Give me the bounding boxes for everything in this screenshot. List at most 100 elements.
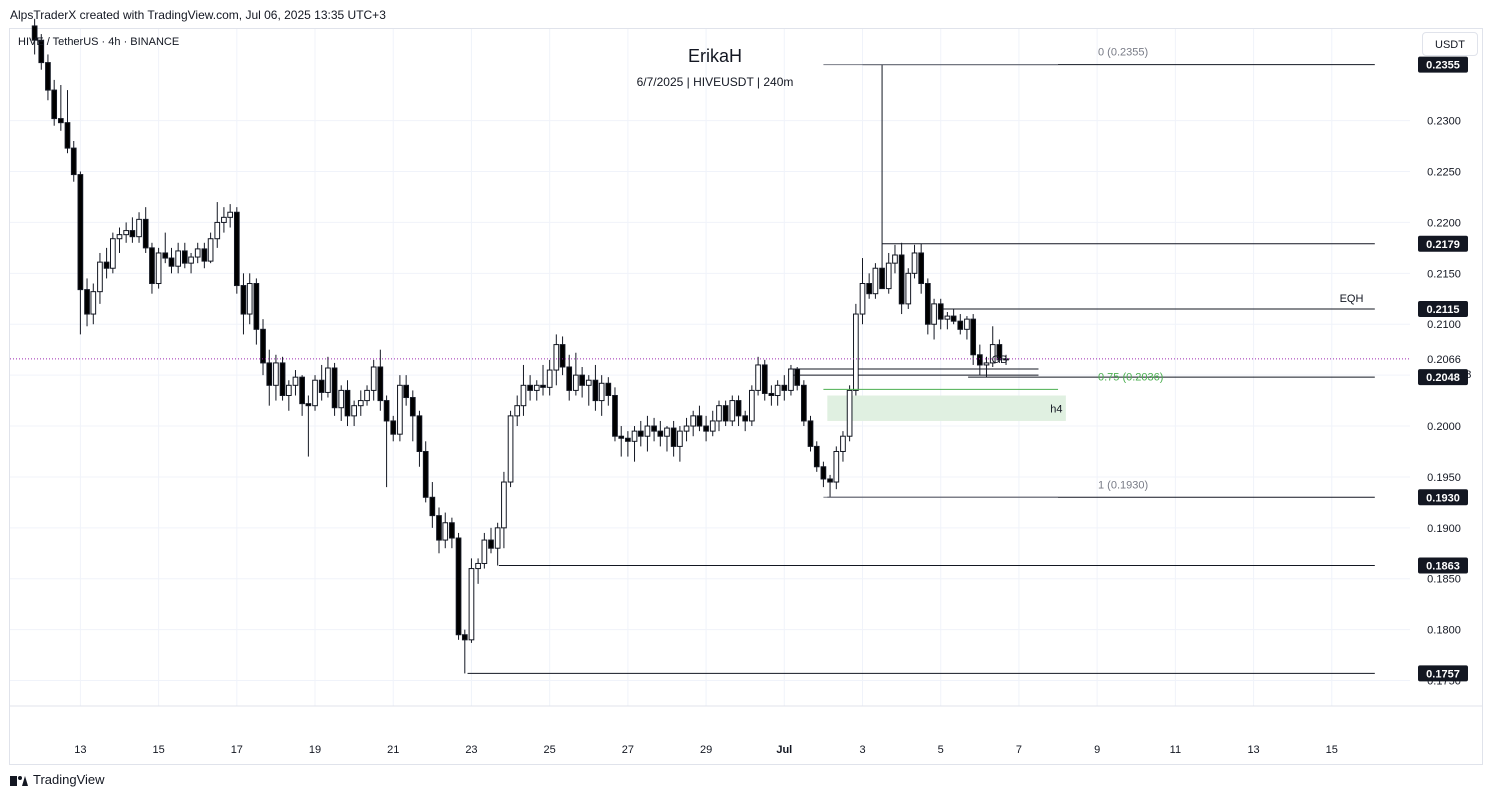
candle [553,334,560,386]
x-tick-label: 3 [859,744,865,756]
candle [403,375,409,406]
candle-body [605,382,612,396]
candle [70,140,77,182]
candle [827,474,833,498]
candle-body [142,218,149,249]
candle-body [260,328,266,364]
candle-body [683,425,690,432]
candle-body [598,382,605,402]
candle [872,263,879,299]
x-tick-label: 29 [700,744,712,756]
candle-body [931,303,937,325]
candle [950,308,957,325]
candle-body [527,384,533,391]
price-label-text: 0.1863 [1426,561,1460,573]
candle [501,471,507,549]
candle-body [103,261,110,269]
x-tick-label: 13 [74,744,86,756]
candle-body [181,250,188,264]
candle [181,242,188,269]
candle-body [285,384,292,396]
candle [742,410,749,432]
price-label-box [1418,557,1468,574]
symbol-info: HIVE / TetherUS · 4h · BINANCE [18,36,179,48]
candle [846,385,853,442]
candle [351,400,357,427]
candle-body [514,405,521,417]
candle-body [325,367,331,393]
candle-body [768,392,775,396]
candle-body [827,478,833,483]
candle-body [338,389,345,409]
candle [429,482,436,528]
candle [494,522,501,566]
candle-body [657,430,664,437]
x-tick-label: 23 [465,744,477,756]
candle-body [422,450,429,498]
candle [116,227,123,253]
candle-body [136,218,142,238]
candle [637,420,644,447]
candle [129,217,136,243]
candle [774,380,781,406]
candle [631,426,638,462]
candle-body [162,252,169,259]
candle-body [709,420,716,432]
candle [807,415,814,452]
candle [436,507,442,554]
candle-body [911,252,918,274]
candle [540,364,546,396]
candle [735,395,742,427]
candle-body [221,216,227,223]
candle-body [123,230,129,236]
price-label: 0.1863 [1418,557,1468,574]
price-label-text: 0.2355 [1426,60,1460,72]
candle [45,54,51,101]
candle-body [45,62,51,91]
candle [885,252,892,294]
candle-body [670,427,677,447]
candle-body [559,344,566,368]
candle [84,278,90,327]
currency-button[interactable]: USDT [1422,32,1478,56]
candle [31,18,38,55]
x-tick-label: 11 [1170,744,1181,756]
candle-body [370,366,377,391]
candle [155,247,162,289]
candle [761,359,768,401]
candle [325,356,331,398]
candle [233,207,240,294]
candle [397,375,403,442]
candle-body [77,174,84,291]
candle [976,344,983,376]
x-tick-label: 9 [1094,744,1100,756]
candle-body [742,415,749,422]
x-tick-label: 13 [1247,744,1259,756]
candle-body [344,389,351,417]
price-label: 0.2048 [1418,369,1468,386]
candle [51,79,58,126]
annotation-ob: OB [992,354,1008,366]
candle-body [520,384,527,407]
candle [442,512,449,549]
candle [820,461,827,488]
price-label-box [1418,369,1468,386]
candle [142,207,149,253]
candle [455,532,462,640]
candle [207,232,214,264]
candle-body [357,400,364,407]
candle-body [455,537,462,636]
candle [944,312,951,330]
candle-body [664,427,670,437]
footer-brand[interactable]: TradingView [10,772,105,787]
candle-body [937,303,944,320]
candle [338,385,345,421]
candle [285,380,292,411]
candle-body [970,318,977,356]
candle-body [918,252,925,285]
y-axis: 0.17500.18000.18500.19000.19500.20000.20… [1418,56,1471,688]
candle-body [592,379,599,402]
candle-body [246,283,253,315]
candle [931,298,937,340]
